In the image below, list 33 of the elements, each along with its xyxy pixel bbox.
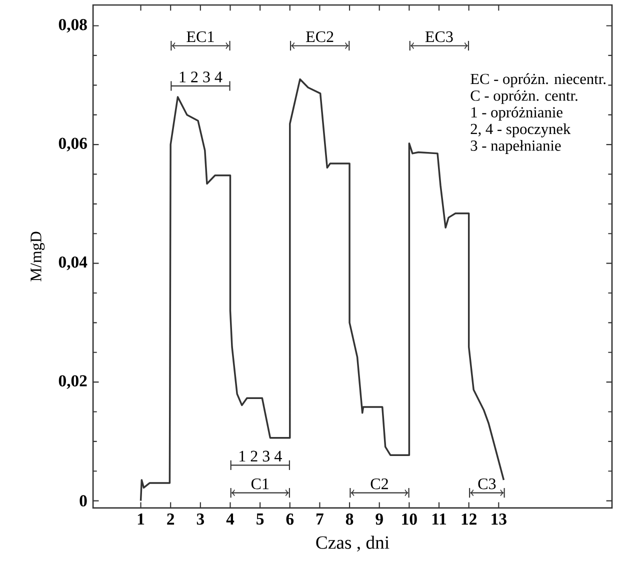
- annotation: 3 - napełnianie: [470, 140, 561, 154]
- x-tick-label: 2: [167, 514, 174, 525]
- x-tick-label: 1: [138, 514, 144, 525]
- y-axis-title: M/mgD: [30, 232, 45, 282]
- x-tick-label: 12: [462, 514, 476, 525]
- x-tick-label: 9: [376, 514, 383, 525]
- y-tick-label: 0,06: [58, 138, 87, 152]
- x-tick-label: 8: [346, 514, 354, 525]
- x-axis-title: Czas , dni: [316, 536, 390, 552]
- annotation: C1: [251, 478, 269, 490]
- annotation: EC2: [306, 31, 334, 42]
- annotation: EC - opróżn. niecentr.: [470, 73, 606, 88]
- annotation: 1 2 3 4: [240, 450, 282, 462]
- annotation: 2, 4 - spoczynek: [470, 123, 571, 138]
- x-tick-label: 6: [286, 514, 294, 525]
- x-tick-label: 4: [226, 514, 234, 525]
- annotation: EC3: [425, 31, 453, 42]
- x-tick-label: 13: [492, 514, 506, 525]
- annotation: 1 - opróżnianie: [471, 106, 562, 121]
- x-tick-label: 5: [256, 514, 264, 525]
- x-tick-label: 7: [316, 514, 324, 524]
- y-tick-label: 0,02: [58, 375, 87, 389]
- x-tick-label: 3: [196, 514, 204, 525]
- y-tick-label: 0: [80, 495, 87, 506]
- annotation: C - opróżn. centr.: [470, 90, 578, 104]
- y-tick-label: 0,08: [58, 18, 87, 33]
- annotation: EC1: [186, 31, 214, 42]
- annotation: C2: [370, 478, 388, 490]
- annotation: 1 2 3 4: [180, 72, 222, 82]
- y-tick-label: 0,04: [58, 256, 88, 270]
- annotation: C3: [478, 478, 496, 490]
- x-tick-label: 11: [432, 514, 446, 525]
- x-tick-label: 10: [402, 514, 417, 525]
